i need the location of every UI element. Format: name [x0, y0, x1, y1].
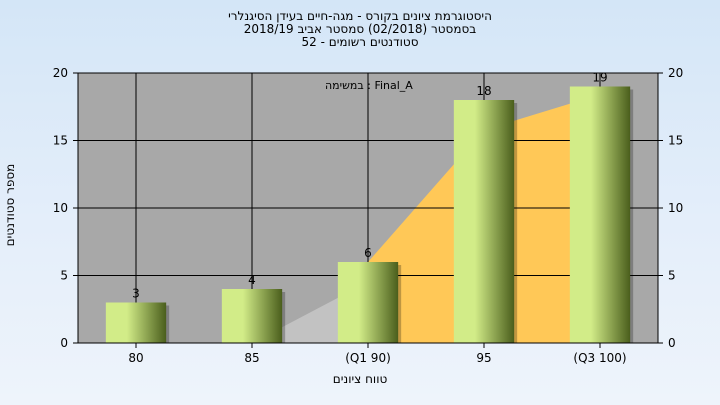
title-line-3: סטודנטים רשומים - 52 [301, 35, 419, 49]
bar [337, 262, 399, 343]
data-label: 6 [364, 246, 372, 260]
y-axis-label: מספר סטודנטים [3, 163, 17, 247]
data-label: 4 [248, 273, 256, 287]
x-tick-label: (Q3 100) [573, 351, 626, 365]
data-label: 3 [132, 287, 140, 301]
x-tick-label: (Q1 90) [345, 351, 391, 365]
bar [221, 289, 283, 343]
x-tick-label: 80 [128, 351, 143, 365]
y2-tick-label: 5 [668, 269, 676, 283]
title-line-2: בסמסטר (02/2018) סמסטר אביב 2018/19 [243, 22, 477, 36]
x-axis-label: טווח ציונים [332, 372, 388, 386]
y2-tick-label: 20 [668, 66, 683, 80]
y2-tick-label: 15 [668, 134, 683, 148]
y-tick-label: 5 [60, 269, 68, 283]
task-annotation: במשימה : Final_A [325, 79, 413, 92]
x-tick-label: 85 [244, 351, 259, 365]
y-tick-label: 0 [60, 336, 68, 350]
y-tick-label: 15 [53, 134, 68, 148]
y-tick-label: 10 [53, 201, 68, 215]
bar [453, 100, 515, 343]
y2-tick-label: 10 [668, 201, 683, 215]
data-label: 18 [476, 84, 491, 98]
bar [569, 86, 631, 343]
y-tick-label: 20 [53, 66, 68, 80]
y2-tick-label: 0 [668, 336, 676, 350]
x-tick-label: 95 [476, 351, 491, 365]
bar [105, 302, 167, 343]
data-label: 19 [592, 71, 607, 85]
chart-title: היסטוגרמת ציונים בקורס - מגה-חיים בעידן … [0, 10, 720, 49]
title-line-1: היסטוגרמת ציונים בקורס - מגה-חיים בעידן … [228, 9, 492, 23]
